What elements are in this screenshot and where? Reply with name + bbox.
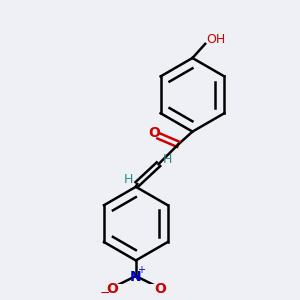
Text: −: − — [100, 287, 110, 300]
Text: H: H — [162, 153, 172, 167]
Text: O: O — [106, 282, 118, 296]
Text: OH: OH — [207, 33, 226, 46]
Text: H: H — [124, 173, 134, 186]
Text: O: O — [154, 282, 166, 296]
Text: O: O — [148, 126, 160, 140]
Text: N: N — [130, 270, 142, 284]
Text: +: + — [137, 265, 146, 275]
